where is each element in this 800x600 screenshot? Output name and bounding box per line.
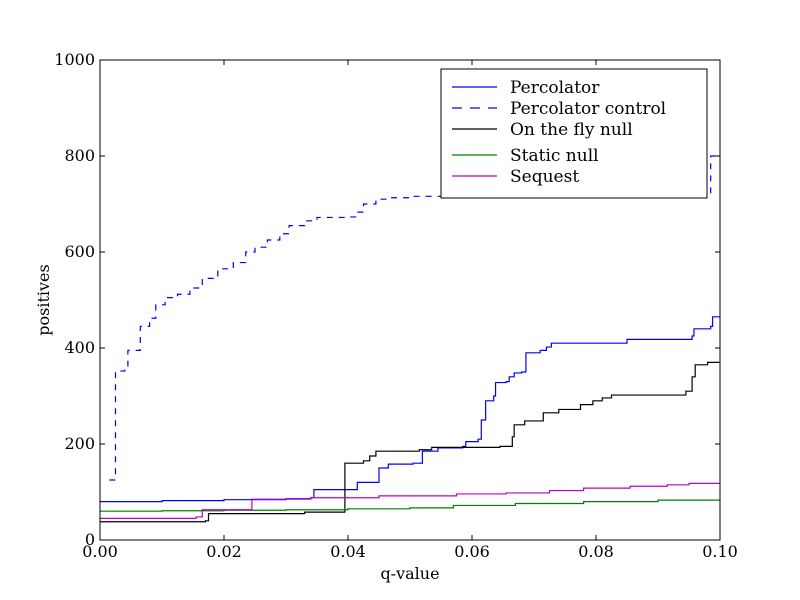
x-tick-label: 0.02 — [206, 542, 242, 561]
legend-label-2: Percolator control — [510, 99, 666, 119]
y-tick-label: 600 — [64, 242, 95, 261]
plot-frame — [99, 59, 721, 541]
x-tick-label: 0.08 — [578, 542, 614, 561]
x-axis-label: q-value — [380, 564, 439, 583]
x-tick-label: 0.10 — [702, 542, 738, 561]
y-tick-label: 1000 — [54, 50, 95, 69]
x-tick-label: 0.04 — [330, 542, 366, 561]
series-layer — [100, 155, 721, 523]
legend-label-1: Percolator — [510, 78, 600, 98]
legend-label-5: Sequest — [510, 167, 579, 187]
y-tick-label: 200 — [64, 434, 95, 453]
series-line-4 — [100, 498, 721, 512]
series-line-5 — [100, 482, 720, 519]
series-line-1 — [100, 316, 720, 503]
legend-label-3: On the fly null — [510, 120, 633, 140]
legend-label-4: Static null — [510, 146, 599, 166]
y-tick-label: 400 — [64, 338, 95, 357]
y-tick-label: 800 — [64, 146, 95, 165]
x-tick-label: 0.06 — [454, 542, 490, 561]
ticks-layer: 0.00 0.02 0.04 0.06 0.08 0.10 0 200 400 600 800 100… — [54, 50, 738, 561]
y-tick-label: 0 — [85, 530, 95, 549]
series-line-2 — [109, 155, 720, 481]
x-tick-label: 0.00 — [82, 542, 118, 561]
y-axis-label: positives — [34, 264, 53, 335]
